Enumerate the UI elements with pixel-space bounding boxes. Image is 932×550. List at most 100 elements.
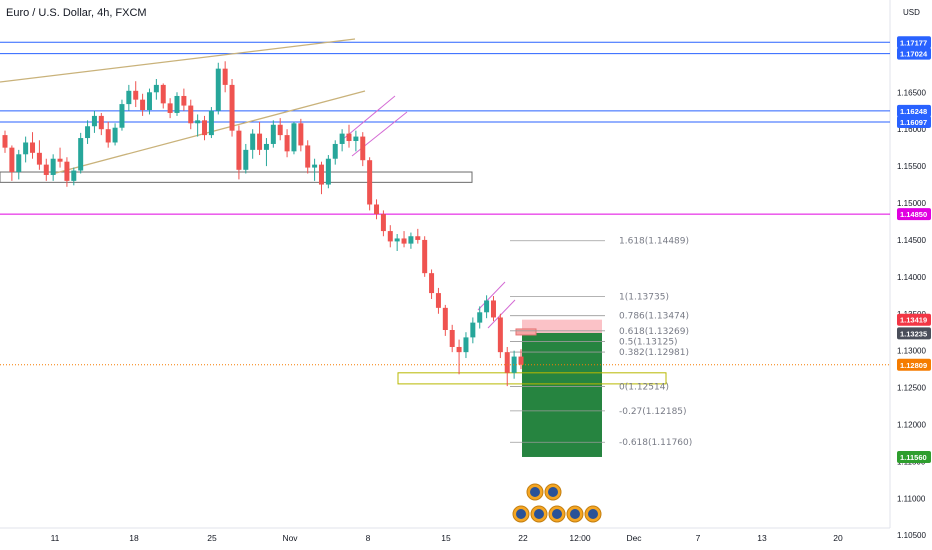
candle-body — [511, 356, 517, 373]
candle-body — [387, 231, 393, 242]
candle-body — [263, 143, 269, 150]
entry-handle — [515, 328, 537, 336]
candle-body — [312, 164, 318, 168]
price-badge-label: 1.17024 — [900, 50, 928, 59]
candle-body — [305, 145, 311, 168]
support-zone-box — [0, 171, 473, 183]
candle-body — [222, 68, 228, 85]
candle-body — [78, 138, 84, 171]
take-profit-zone — [522, 332, 602, 457]
fib-level-label: 0.618(1.13269) — [619, 327, 689, 337]
x-tick-label: 15 — [441, 533, 451, 543]
channel-lines — [477, 281, 516, 329]
candle-body — [50, 158, 56, 175]
fib-level-label: 1(1.13735) — [619, 292, 669, 302]
y-tick-label: 1.16500 — [897, 88, 926, 97]
candle-body — [332, 143, 338, 159]
price-badge — [897, 116, 931, 129]
candle-body — [91, 115, 97, 127]
lower-trendline — [51, 90, 366, 175]
candle-body — [208, 110, 214, 136]
candle-body — [188, 105, 194, 124]
price-badge — [897, 313, 931, 326]
currency-label: USD — [903, 8, 920, 17]
candle-body — [126, 90, 132, 105]
event-flag-icon — [548, 487, 558, 497]
candle-body — [277, 124, 283, 136]
candle-body — [250, 133, 256, 150]
price-badge — [897, 327, 931, 340]
candle-body — [9, 147, 15, 173]
candle-body — [23, 142, 29, 155]
y-tick-label: 1.12000 — [897, 420, 926, 429]
candle-body — [243, 149, 249, 170]
candle-body — [298, 123, 304, 146]
candle-body — [490, 300, 496, 318]
candle-body — [140, 99, 146, 110]
x-tick-label: 12:00 — [569, 533, 591, 543]
fib-level-label: 0.382(1.12981) — [619, 348, 689, 358]
x-tick-label: 18 — [129, 533, 139, 543]
event-flag-icon — [534, 509, 544, 519]
event-flag-icon — [588, 509, 598, 519]
candle-body — [195, 120, 201, 124]
candle-body — [415, 236, 421, 240]
candle-body — [449, 330, 455, 347]
y-tick-label: 1.11000 — [897, 494, 926, 503]
y-tick-label: 1.13000 — [897, 347, 926, 356]
candle-body — [346, 133, 352, 142]
candle-body — [374, 204, 380, 215]
event-flag-icon — [570, 509, 580, 519]
candle-body — [429, 273, 435, 294]
candle-body — [236, 130, 242, 170]
candle-body — [119, 104, 125, 128]
event-flag-icon — [552, 509, 562, 519]
candle-body — [284, 135, 290, 152]
x-tick-label: 13 — [757, 533, 767, 543]
candle-body — [484, 300, 490, 313]
x-tick-label: 11 — [51, 533, 60, 543]
fib-level-label: 0.786(1.13474) — [619, 312, 689, 322]
candle-body — [105, 129, 111, 143]
candle-body — [257, 133, 263, 150]
candle-body — [360, 136, 366, 161]
candle-body — [435, 293, 441, 308]
x-tick-label: 20 — [833, 533, 843, 543]
y-tick-label: 1.14500 — [897, 236, 926, 245]
candle-body — [339, 133, 345, 144]
y-tick-label: 1.14000 — [897, 273, 926, 282]
price-badge-label: 1.12809 — [900, 361, 927, 370]
candle-body — [380, 214, 386, 232]
price-badge-label: 1.17177 — [900, 38, 927, 47]
candle-body — [270, 124, 276, 144]
candle-body — [181, 95, 187, 106]
candle-body — [477, 312, 483, 323]
candle-body — [518, 356, 524, 365]
candle-body — [456, 346, 462, 353]
candle-body — [367, 160, 373, 205]
chart-title: Euro / U.S. Dollar, 4h, FXCM — [6, 7, 147, 19]
candle-body — [353, 136, 359, 142]
price-badge-label: 1.14850 — [900, 210, 927, 219]
candle-body — [291, 123, 297, 152]
candle-body — [215, 68, 221, 111]
candle-body — [57, 158, 63, 162]
candle-body — [325, 158, 331, 185]
price-badge-label: 1.13235 — [900, 329, 927, 338]
y-tick-label: 1.10500 — [897, 531, 926, 540]
event-flag-icon — [516, 509, 526, 519]
candle-body — [497, 317, 503, 353]
price-badge — [897, 208, 931, 221]
price-badge — [897, 104, 931, 117]
candle-body — [85, 126, 91, 139]
candle-body — [470, 322, 476, 338]
price-badge — [897, 450, 931, 463]
candle-body — [43, 164, 49, 175]
candle-body — [442, 307, 448, 330]
candle-body — [202, 120, 208, 136]
x-tick-label: Dec — [626, 533, 642, 543]
event-flag-icon — [530, 487, 540, 497]
candle-body — [408, 236, 414, 244]
x-tick-label: 8 — [366, 533, 371, 543]
